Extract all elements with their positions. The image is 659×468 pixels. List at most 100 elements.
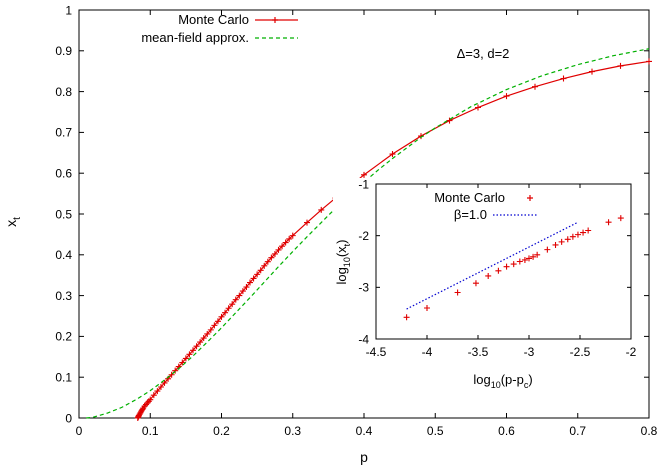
inset-x-tick-label: -4 [422,345,433,359]
main-data-point-monte-carlo [218,313,225,320]
main-data-point-monte-carlo [389,151,396,158]
main-data-point-monte-carlo [250,275,257,282]
inset-data-point-monte-carlo [534,251,541,258]
main-data-point-monte-carlo [254,271,261,278]
main-data-point-monte-carlo [589,68,595,75]
main-data-point-monte-carlo [446,117,453,124]
main-annotation: Δ=3, d=2 [457,46,510,61]
inset-data-point-monte-carlo [454,289,461,296]
main-y-tick-label: 0.7 [55,126,72,140]
main-data-point-monte-carlo [193,343,200,350]
inset-background [333,178,635,338]
main-data-point-monte-carlo [286,235,293,242]
main-y-tick-label: 0.3 [55,289,72,303]
main-data-point-monte-carlo [304,219,310,226]
main-data-point-monte-carlo [200,335,207,342]
main-data-point-monte-carlo [172,367,179,374]
inset-data-point-monte-carlo [569,233,576,240]
main-data-point-monte-carlo [168,371,175,378]
inset-plot: -4.5 -4 -3.5 -3 -2.5 -2-4-3-2-1 log10(p-pc) l… [333,177,637,390]
main-y-axis-label: xt [3,217,23,227]
inset-data-point-monte-carlo [495,267,502,274]
inset-data-point-monte-carlo [617,215,624,222]
inset-y-axis-label-arg: (x [334,246,349,257]
inset-series-line-1-0 [406,221,579,310]
main-data-point-monte-carlo [157,383,164,390]
inset-data-point-monte-carlo [521,256,528,263]
main-x-tick-label: 0.4 [356,424,373,438]
inset-x-tick-label: -2 [626,345,637,359]
main-data-point-monte-carlo [232,296,239,303]
main-data-point-monte-carlo [214,318,221,325]
main-plot: 0 0.1 0.2 0.3 0.4 0.5 0.6 0.7 0.8 0 0.1 0.2 0.3 0.4 0.… [3,3,658,465]
main-data-point-monte-carlo [243,284,250,291]
inset-x-tick-label: -3 [524,345,535,359]
legend-marker-monte-carlo [272,17,278,23]
main-y-tick-label: 0.5 [55,207,72,221]
legend-label-mean-field: mean-field approx. [141,30,249,45]
main-y-axis-label-main: x [3,220,19,227]
main-data-point-monte-carlo [279,243,286,250]
inset-x-axis-label-log: log [473,372,490,387]
inset-legend-label-beta: β=1.0 [454,207,487,222]
inset-x-axis-label-arg: (p-p [501,372,524,387]
inset-data-point-monte-carlo [558,238,565,245]
main-data-point-monte-carlo [318,206,325,213]
inset-legend: Monte Carlo β=1.0 [434,190,537,222]
main-data-point-monte-carlo [239,288,246,295]
main-data-point-monte-carlo [207,326,214,333]
main-data-point-monte-carlo [271,250,278,257]
main-data-point-monte-carlo [197,339,204,346]
main-data-point-monte-carlo [225,305,232,312]
inset-x-tick-label: -4.5 [366,345,387,359]
inset-data-point-monte-carlo [605,219,612,226]
main-series [86,48,652,421]
main-data-point-monte-carlo [154,388,161,395]
main-data-point-monte-carlo [532,83,538,90]
main-data-point-monte-carlo [190,347,196,354]
inset-y-axis-label-close: ) [334,239,349,243]
main-data-point-monte-carlo [186,351,193,358]
main-series-line-mean-field-approx [86,48,650,419]
main-x-tick-label: 0.1 [142,424,159,438]
main-data-point-monte-carlo [361,171,367,178]
inset-y-tick-label: -2 [358,229,369,243]
main-data-point-monte-carlo [139,406,146,413]
inset-data-point-monte-carlo [585,227,592,234]
main-x-tick-label: 0.6 [498,424,515,438]
inset-y-tick-label: -3 [358,281,369,295]
main-data-point-monte-carlo [150,392,157,399]
inset-y-axis-label-sub: 10 [342,257,352,267]
main-data-point-monte-carlo [161,379,168,386]
main-y-tick-label: 0.2 [55,330,72,344]
inset-x-axis-label-sub: 10 [491,380,501,390]
inset-y-axis-label-log: log [334,267,349,284]
inset-data-point-monte-carlo [485,272,492,279]
inset-data-point-monte-carlo [552,241,559,248]
main-x-axis-label: p [360,449,368,465]
main-legend: Monte Carlo mean-field approx. [141,12,298,45]
main-data-point-monte-carlo [617,62,624,69]
inset-data-point-monte-carlo [564,236,571,243]
main-data-point-monte-carlo [147,396,154,403]
main-x-tick-label: 0.8 [641,424,658,438]
main-data-point-monte-carlo [475,104,481,111]
main-x-tick-label: 0 [76,424,83,438]
inset-x-tick-label: -3.5 [468,345,489,359]
inset-legend-marker-monte-carlo [527,195,533,201]
main-data-point-monte-carlo [211,322,218,329]
main-x-tick-label: 0.7 [569,424,586,438]
inset-x-axis-label-close: ) [528,372,532,387]
main-data-point-monte-carlo [179,359,186,366]
main-x-tick-label: 0.3 [284,424,301,438]
inset-x-axis-label-arg-sub: c [524,380,529,390]
inset-data-point-monte-carlo [580,229,587,236]
main-data-point-monte-carlo [268,254,275,261]
inset-ticks: -4.5 -4 -3.5 -3 -2.5 -2-4-3-2-1 [358,177,636,359]
inset-legend-label-monte-carlo: Monte Carlo [434,190,505,205]
inset-data-point-monte-carlo [503,263,510,270]
inset-y-axis-label: log10(xt) [334,239,352,284]
main-data-point-monte-carlo [236,292,243,299]
main-y-tick-label: 0.6 [55,167,72,181]
